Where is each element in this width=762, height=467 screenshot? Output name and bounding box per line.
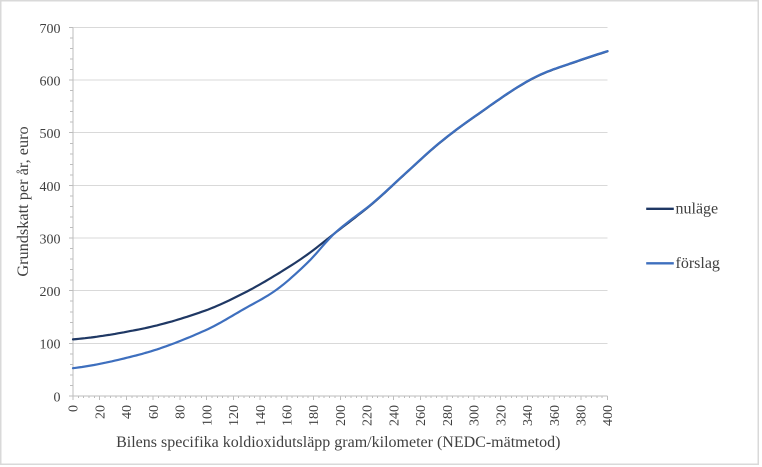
svg-text:700: 700 — [40, 22, 61, 37]
svg-text:260: 260 — [414, 405, 429, 426]
svg-text:320: 320 — [494, 405, 509, 426]
svg-text:300: 300 — [40, 232, 61, 247]
svg-text:20: 20 — [93, 405, 108, 419]
svg-text:400: 400 — [601, 405, 616, 426]
svg-text:180: 180 — [307, 405, 322, 426]
svg-text:0: 0 — [67, 405, 82, 412]
svg-text:0: 0 — [54, 390, 61, 405]
svg-text:100: 100 — [200, 405, 215, 426]
svg-text:200: 200 — [40, 285, 61, 300]
svg-text:240: 240 — [387, 405, 402, 426]
svg-text:500: 500 — [40, 127, 61, 142]
svg-text:nuläge: nuläge — [676, 200, 719, 217]
svg-text:600: 600 — [40, 74, 61, 89]
svg-text:220: 220 — [361, 405, 376, 426]
svg-text:förslag: förslag — [676, 255, 720, 272]
svg-text:380: 380 — [574, 405, 589, 426]
svg-text:80: 80 — [174, 405, 189, 419]
svg-text:40: 40 — [120, 405, 135, 419]
svg-text:360: 360 — [548, 405, 563, 426]
svg-text:140: 140 — [254, 405, 269, 426]
svg-text:120: 120 — [227, 405, 242, 426]
svg-text:280: 280 — [441, 405, 456, 426]
svg-text:200: 200 — [334, 405, 349, 426]
svg-text:160: 160 — [281, 405, 296, 426]
svg-text:100: 100 — [40, 338, 61, 353]
svg-text:340: 340 — [521, 405, 536, 426]
svg-text:Grundskatt per år, euro: Grundskatt per år, euro — [13, 126, 32, 276]
svg-text:Bilens specifika koldioxidutsl: Bilens specifika koldioxidutsläpp gram/k… — [116, 434, 560, 451]
svg-text:60: 60 — [147, 405, 162, 419]
svg-text:400: 400 — [40, 180, 61, 195]
svg-text:300: 300 — [468, 405, 483, 426]
